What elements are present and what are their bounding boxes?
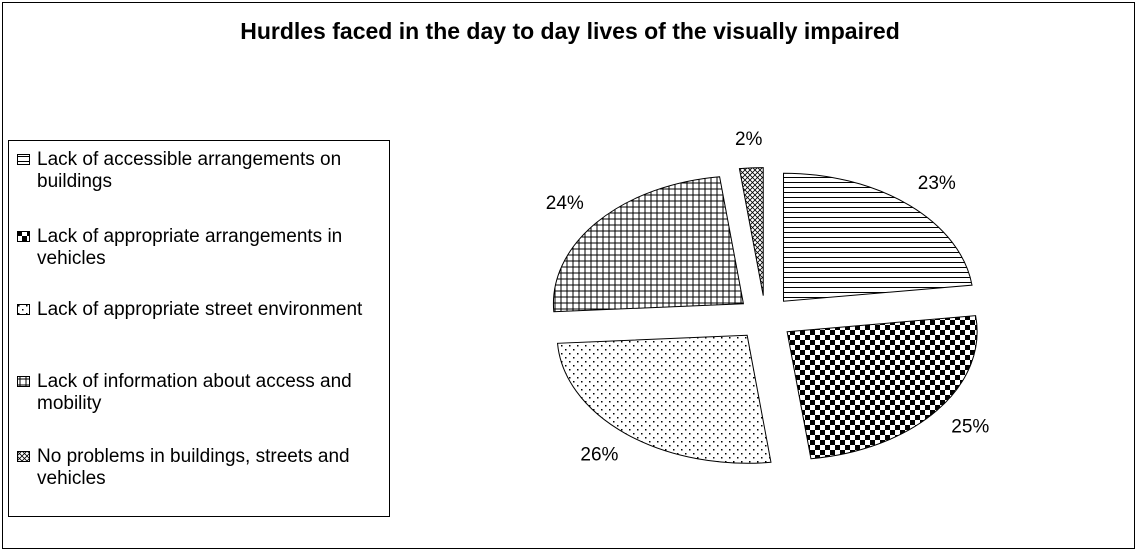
- legend-swatch-box: [17, 304, 30, 315]
- legend-entry: No problems in buildings, streets and ve…: [17, 446, 387, 490]
- pie-slice: [783, 172, 973, 302]
- legend-swatch-box: [17, 376, 30, 387]
- pie-slice: [738, 167, 764, 296]
- data-label: 25%: [951, 416, 989, 437]
- chart-title: Hurdles faced in the day to day lives of…: [240, 18, 900, 44]
- legend-label: Lack of information about access and mob…: [37, 371, 352, 414]
- legend-swatch: [17, 304, 30, 315]
- legend-swatch: [17, 451, 30, 462]
- legend-entry: Lack of appropriate street environment: [17, 299, 387, 321]
- legend-swatch: [17, 376, 30, 387]
- legend-swatch-box: [17, 231, 30, 242]
- legend-swatch-box: [17, 154, 30, 165]
- legend-entry: Lack of appropriate arrangements in vehi…: [17, 226, 387, 270]
- pie-slice: [786, 315, 978, 460]
- data-label: 26%: [580, 445, 618, 466]
- data-label: 23%: [918, 173, 956, 194]
- legend-swatch-box: [17, 451, 30, 462]
- data-label: 2%: [735, 129, 763, 150]
- pie-slice: [556, 334, 772, 464]
- legend-swatch: [17, 154, 30, 165]
- legend-label: Lack of accessible arrangements on build…: [37, 149, 342, 192]
- legend-entry: Lack of accessible arrangements on build…: [17, 149, 387, 193]
- data-label: 24%: [546, 193, 584, 214]
- legend-entry: Lack of information about access and mob…: [17, 371, 387, 415]
- legend-label: Lack of appropriate arrangements in vehi…: [37, 226, 343, 269]
- legend: Lack of accessible arrangements on build…: [8, 140, 390, 517]
- legend-label: Lack of appropriate street environment: [37, 299, 363, 320]
- legend-swatch: [17, 231, 30, 242]
- pie-slice: [552, 176, 745, 313]
- legend-label: No problems in buildings, streets and ve…: [37, 446, 350, 489]
